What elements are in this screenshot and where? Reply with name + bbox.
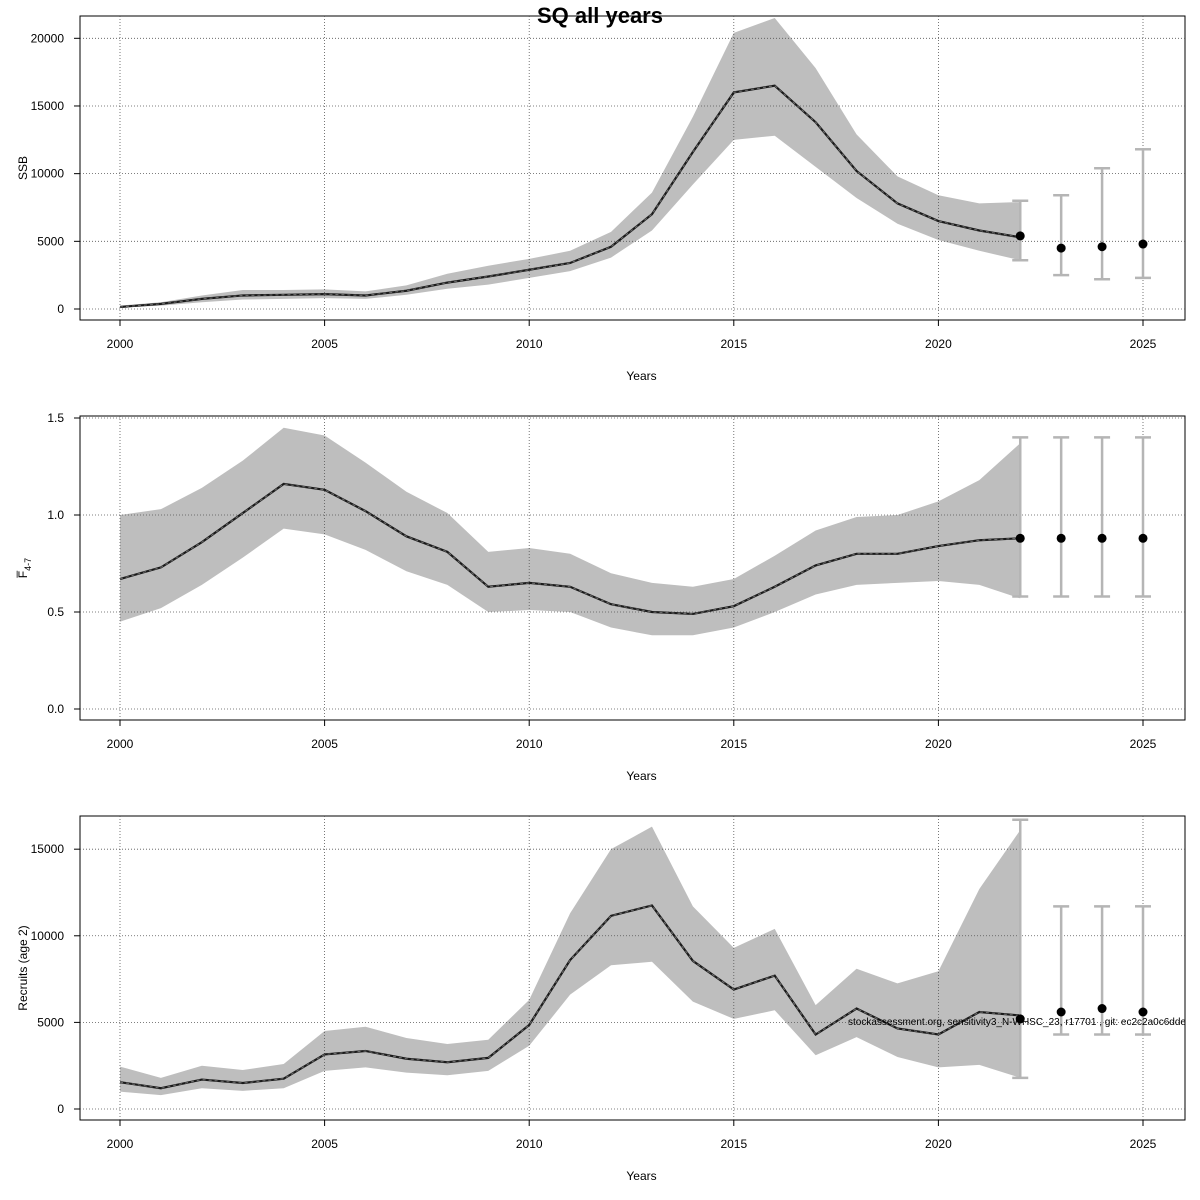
forecast-point [1015,533,1025,543]
y-tick-label: 1.0 [47,508,64,522]
forecast-point [1097,1004,1107,1014]
x-tick-label: 2015 [720,337,747,351]
forecast-point [1056,1007,1066,1017]
y-tick-label: 15000 [31,99,65,113]
y-tick-label: 10000 [31,929,65,943]
x-tick-label: 2010 [516,337,543,351]
recruits-panel: 2000 2005 2010 2015 2020 2025 0 5000 10000 15000 Y… [16,815,1186,1183]
plot-frame [79,15,1186,321]
forecast-point [1097,242,1107,252]
x-tick-label: 2010 [516,737,543,751]
y-tick-label: 1.5 [47,411,64,425]
x-tick-label: 2015 [720,1137,747,1151]
x-axis-label: Years [626,1169,656,1183]
forecast-point [1015,231,1025,241]
x-tick-label: 2005 [311,737,338,751]
y-tick-label: 0 [57,302,64,316]
y-tick-label: 0 [57,1102,64,1116]
forecast-point [1015,1014,1025,1024]
x-tick-label: 2005 [311,1137,338,1151]
confidence-band [120,18,1021,308]
forecast-point [1138,239,1148,249]
estimate-line-dashes [119,85,1021,308]
forecast-point [1138,533,1148,543]
fbar-panel: 2000 2005 2010 2015 2020 2025 0.0 0.5 1.0 1.5 Year… [16,411,1186,783]
ssb-panel: 2000 2005 2010 2015 2020 2025 0 5000 10000 15000 2… [16,15,1186,383]
x-tick-label: 2025 [1130,737,1157,751]
y-axis-label: F̅4-7 [16,558,33,578]
forecast-point [1097,533,1107,543]
provenance-footnote: stockassessment.org, sensitivity3_N-WHSC… [848,1017,1186,1028]
forecast-point [1056,243,1066,253]
x-tick-label: 2000 [107,337,134,351]
estimate-line-dashes [119,483,1021,615]
y-tick-label: 0.5 [47,605,64,619]
forecast-point [1138,1007,1148,1017]
confidence-band [120,427,1021,636]
x-tick-label: 2000 [107,737,134,751]
y-tick-label: 0.0 [47,702,64,716]
y-axis-label: Recruits (age 2) [16,925,30,1010]
forecast-point [1056,533,1066,543]
x-tick-label: 2025 [1130,337,1157,351]
y-tick-label: 5000 [37,234,64,248]
y-tick-label: 10000 [31,167,65,181]
x-tick-label: 2000 [107,1137,134,1151]
y-axis-label-subscript: 4-7 [23,558,33,571]
plot-frame [79,815,1186,1121]
estimate-line-dashes [119,904,1021,1089]
x-axis-label: Years [626,369,656,383]
y-axis-label: SSB [16,156,30,180]
x-tick-label: 2020 [925,1137,952,1151]
x-tick-label: 2005 [311,337,338,351]
y-tick-label: 5000 [37,1015,64,1029]
plot-frame [79,415,1186,721]
y-tick-label: 20000 [31,31,65,45]
x-tick-label: 2025 [1130,1137,1157,1151]
x-tick-label: 2010 [516,1137,543,1151]
x-tick-label: 2015 [720,737,747,751]
x-axis-label: Years [626,769,656,783]
x-tick-label: 2020 [925,737,952,751]
y-tick-label: 15000 [31,842,65,856]
x-tick-label: 2020 [925,337,952,351]
